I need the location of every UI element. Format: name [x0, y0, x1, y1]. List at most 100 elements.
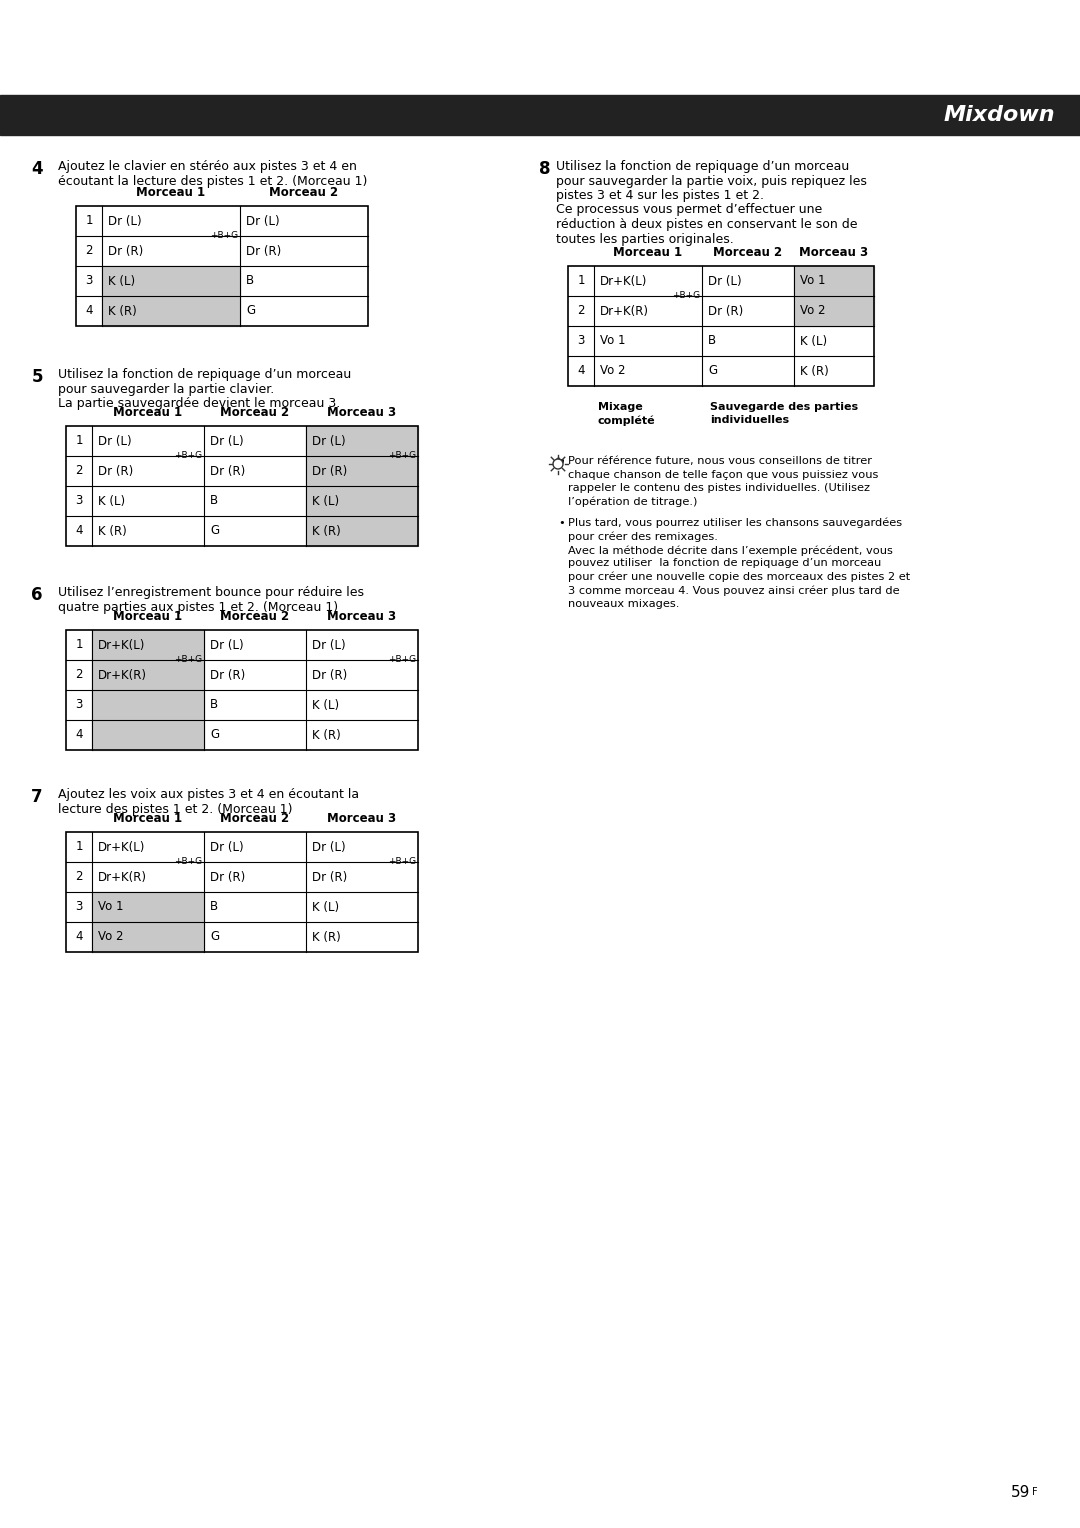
Bar: [92, 660, 204, 691]
Text: Morceau 1: Morceau 1: [113, 610, 183, 622]
Text: Utilisez la fonction de repiquage d’un morceau: Utilisez la fonction de repiquage d’un m…: [556, 160, 849, 173]
Text: K (L): K (L): [312, 698, 339, 712]
Text: Morceau 2: Morceau 2: [220, 610, 289, 622]
Text: Dr (R): Dr (R): [708, 304, 743, 318]
Text: Dr (L): Dr (L): [708, 275, 742, 287]
Text: 2: 2: [76, 669, 83, 681]
Text: Dr (L): Dr (L): [210, 840, 244, 854]
Text: Vo 1: Vo 1: [800, 275, 825, 287]
Text: 1: 1: [577, 275, 584, 287]
Text: +B+G: +B+G: [210, 232, 238, 240]
Text: Dr (L): Dr (L): [312, 434, 346, 448]
Text: +B+G: +B+G: [672, 292, 700, 301]
Text: +B+G: +B+G: [174, 451, 202, 460]
Text: G: G: [246, 304, 255, 318]
Text: Dr (R): Dr (R): [210, 465, 245, 477]
Text: nouveaux mixages.: nouveaux mixages.: [568, 599, 679, 610]
Bar: [92, 892, 204, 921]
Text: pour sauvegarder la partie clavier.: pour sauvegarder la partie clavier.: [58, 382, 274, 396]
Text: 3: 3: [76, 698, 83, 712]
Text: •: •: [558, 518, 565, 529]
Text: Morceau 3: Morceau 3: [799, 246, 868, 258]
Text: pour créer une nouvelle copie des morceaux des pistes 2 et: pour créer une nouvelle copie des morcea…: [568, 571, 910, 582]
Text: Vo 2: Vo 2: [600, 365, 625, 377]
Text: Dr+K(R): Dr+K(R): [600, 304, 649, 318]
Text: Avec la méthode décrite dans l’exemple précédent, vous: Avec la méthode décrite dans l’exemple p…: [568, 545, 893, 556]
Text: ✿: ✿: [552, 457, 565, 472]
Text: Vo 2: Vo 2: [98, 931, 123, 943]
Text: K (L): K (L): [98, 495, 125, 507]
Text: 1: 1: [76, 840, 83, 854]
Text: Dr (R): Dr (R): [210, 669, 245, 681]
Bar: [92, 691, 204, 720]
Text: 3: 3: [85, 275, 93, 287]
Bar: [306, 516, 418, 545]
Text: Morceau 1: Morceau 1: [113, 811, 183, 825]
Bar: [66, 833, 418, 952]
Bar: [568, 266, 874, 387]
Text: 2: 2: [76, 871, 83, 883]
Text: rappeler le contenu des pistes individuelles. (Utilisez: rappeler le contenu des pistes individue…: [568, 483, 870, 494]
Text: K (R): K (R): [108, 304, 137, 318]
Text: 3: 3: [76, 900, 83, 914]
Circle shape: [553, 458, 563, 469]
Text: Dr+K(L): Dr+K(L): [600, 275, 647, 287]
Text: Dr+K(L): Dr+K(L): [98, 639, 146, 651]
Text: écoutant la lecture des pistes 1 et 2. (Morceau 1): écoutant la lecture des pistes 1 et 2. (…: [58, 174, 367, 188]
Bar: [102, 296, 240, 325]
Text: G: G: [210, 729, 219, 741]
Text: pouvez utiliser  la fonction de repiquage d’un morceau: pouvez utiliser la fonction de repiquage…: [568, 559, 881, 568]
Text: 1: 1: [76, 434, 83, 448]
Text: K (R): K (R): [312, 524, 341, 538]
Text: Dr (L): Dr (L): [98, 434, 132, 448]
Text: +B+G: +B+G: [388, 857, 416, 866]
Text: Dr (L): Dr (L): [312, 840, 346, 854]
Text: Ajoutez les voix aux pistes 3 et 4 en écoutant la: Ajoutez les voix aux pistes 3 et 4 en éc…: [58, 788, 360, 801]
Text: Morceau 2: Morceau 2: [220, 405, 289, 419]
Bar: [306, 426, 418, 455]
Text: 2: 2: [76, 465, 83, 477]
Text: 8: 8: [540, 160, 551, 177]
Text: K (R): K (R): [98, 524, 126, 538]
Text: B: B: [210, 698, 218, 712]
Text: 5: 5: [31, 368, 43, 387]
Text: pour créer des remixages.: pour créer des remixages.: [568, 532, 718, 542]
Text: Dr (L): Dr (L): [108, 214, 141, 228]
Bar: [306, 455, 418, 486]
Bar: [102, 266, 240, 296]
Text: Mixdown: Mixdown: [943, 105, 1055, 125]
Text: Dr (R): Dr (R): [108, 244, 144, 258]
Text: Ajoutez le clavier en stéréo aux pistes 3 et 4 en: Ajoutez le clavier en stéréo aux pistes …: [58, 160, 356, 173]
Text: Dr (L): Dr (L): [312, 639, 346, 651]
Text: Plus tard, vous pourrez utiliser les chansons sauvegardées: Plus tard, vous pourrez utiliser les cha…: [568, 518, 902, 529]
Bar: [794, 266, 874, 296]
Text: 1: 1: [76, 639, 83, 651]
Text: Dr+K(R): Dr+K(R): [98, 871, 147, 883]
Text: Dr (L): Dr (L): [246, 214, 280, 228]
Text: Dr (R): Dr (R): [312, 669, 348, 681]
Text: B: B: [210, 900, 218, 914]
Text: Morceau 1: Morceau 1: [113, 405, 183, 419]
Text: Morceau 2: Morceau 2: [714, 246, 783, 258]
Text: Morceau 1: Morceau 1: [613, 246, 683, 258]
Text: K (R): K (R): [312, 931, 341, 943]
Text: réduction à deux pistes en conservant le son de: réduction à deux pistes en conservant le…: [556, 219, 858, 231]
Text: Dr (R): Dr (R): [210, 871, 245, 883]
Text: +B+G: +B+G: [174, 656, 202, 665]
Text: G: G: [210, 524, 219, 538]
Text: Morceau 3: Morceau 3: [327, 405, 396, 419]
Text: 4: 4: [76, 729, 83, 741]
Text: Mixage
complété: Mixage complété: [598, 402, 656, 426]
Bar: [0, 95, 1080, 134]
Text: 4: 4: [31, 160, 43, 177]
Text: +B+G: +B+G: [388, 656, 416, 665]
Text: lecture des pistes 1 et 2. (Morceau 1): lecture des pistes 1 et 2. (Morceau 1): [58, 802, 293, 816]
Text: Morceau 3: Morceau 3: [327, 610, 396, 622]
Text: Morceau 3: Morceau 3: [327, 811, 396, 825]
Text: Dr (L): Dr (L): [210, 434, 244, 448]
Text: B: B: [210, 495, 218, 507]
Text: Morceau 1: Morceau 1: [136, 185, 205, 199]
Text: +B+G: +B+G: [174, 857, 202, 866]
Text: 3: 3: [76, 495, 83, 507]
Text: 4: 4: [76, 524, 83, 538]
